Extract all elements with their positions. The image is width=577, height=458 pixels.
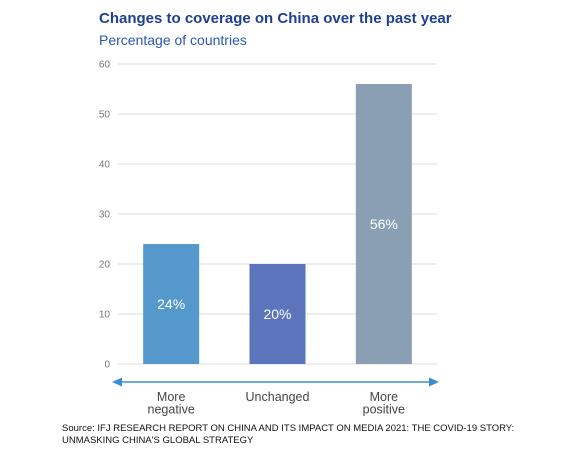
chart-subtitle: Percentage of countries bbox=[99, 32, 247, 48]
y-tick-label: 30 bbox=[99, 210, 111, 221]
x-axis-arrow-right bbox=[429, 377, 439, 387]
bar-data-label: 24% bbox=[157, 296, 185, 312]
bar-data-label: 20% bbox=[263, 306, 291, 322]
x-category-label: positive bbox=[363, 403, 405, 417]
chart-title: Changes to coverage on China over the pa… bbox=[99, 10, 452, 27]
x-category-label: Unchanged bbox=[246, 390, 310, 404]
y-tick-label: 40 bbox=[99, 160, 111, 171]
y-tick-label: 60 bbox=[99, 60, 111, 71]
bar bbox=[143, 244, 200, 364]
bar-chart: 010203040506024%Morenegative20%Unchanged… bbox=[99, 60, 439, 417]
x-axis-arrow-left bbox=[112, 377, 122, 387]
x-category-label: More bbox=[370, 390, 399, 404]
bar bbox=[355, 84, 412, 364]
y-tick-label: 0 bbox=[104, 360, 110, 371]
y-tick-label: 10 bbox=[99, 310, 111, 321]
x-category-label: negative bbox=[148, 403, 195, 417]
y-tick-label: 20 bbox=[99, 260, 111, 271]
bar-data-label: 56% bbox=[370, 216, 398, 232]
bar bbox=[249, 264, 306, 364]
y-tick-label: 50 bbox=[99, 110, 111, 121]
x-category-label: More bbox=[157, 390, 186, 404]
source-note: Source: IFJ RESEARCH REPORT ON CHINA AND… bbox=[62, 423, 515, 446]
